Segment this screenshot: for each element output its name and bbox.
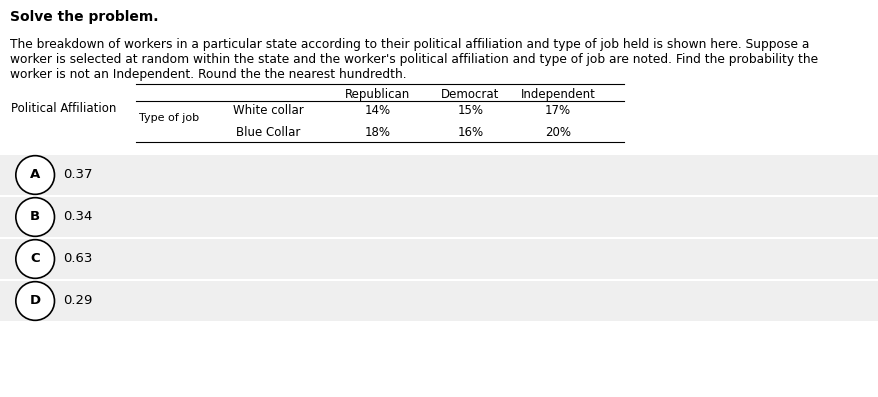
Text: Republican: Republican [345,88,410,101]
Text: Blue Collar: Blue Collar [235,126,300,139]
Text: 0.34: 0.34 [63,210,92,224]
Text: 15%: 15% [457,104,483,117]
Text: White collar: White collar [233,104,303,117]
FancyBboxPatch shape [0,155,878,195]
Text: 14%: 14% [364,104,391,117]
Text: B: B [30,210,40,224]
Text: 0.29: 0.29 [63,295,92,308]
Text: 20%: 20% [544,126,571,139]
Text: Political Affiliation: Political Affiliation [11,102,116,115]
Text: 18%: 18% [364,126,391,139]
Text: Solve the problem.: Solve the problem. [10,10,158,24]
FancyBboxPatch shape [0,197,878,237]
FancyBboxPatch shape [0,239,878,279]
Ellipse shape [16,281,54,320]
Text: 0.63: 0.63 [63,252,92,266]
Text: A: A [30,168,40,181]
Text: worker is not an Independent. Round the the nearest hundredth.: worker is not an Independent. Round the … [10,68,407,81]
Text: worker is selected at random within the state and the worker's political affilia: worker is selected at random within the … [10,53,817,66]
FancyBboxPatch shape [0,281,878,321]
Text: D: D [30,295,40,308]
Ellipse shape [16,198,54,236]
Text: 17%: 17% [544,104,571,117]
Ellipse shape [16,156,54,195]
Ellipse shape [16,240,54,278]
Text: 0.37: 0.37 [63,168,93,181]
Text: Independent: Independent [520,88,595,101]
Text: The breakdown of workers in a particular state according to their political affi: The breakdown of workers in a particular… [10,38,809,51]
Text: Democrat: Democrat [441,88,499,101]
Text: 16%: 16% [457,126,483,139]
Text: Type of job: Type of job [139,113,198,123]
Text: C: C [31,252,40,266]
